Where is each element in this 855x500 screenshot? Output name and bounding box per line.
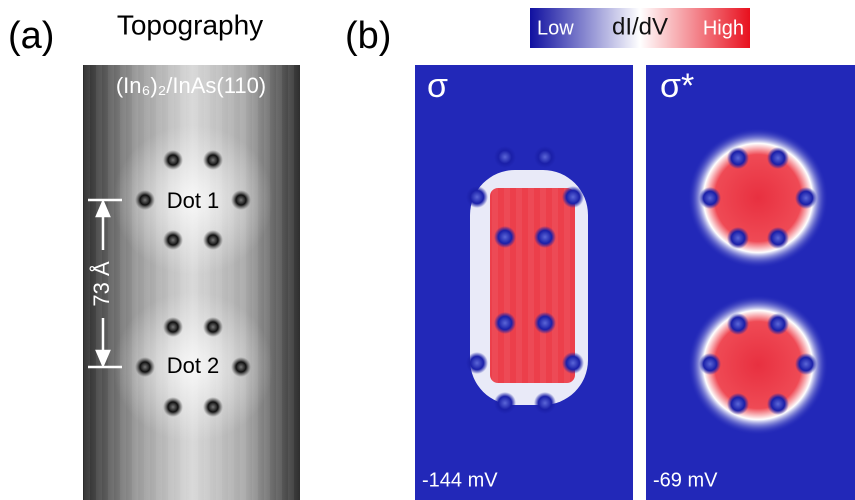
atom xyxy=(203,317,223,337)
colorbar-high: High xyxy=(703,17,744,39)
atom xyxy=(163,317,183,337)
atom xyxy=(767,393,789,415)
atom xyxy=(562,186,584,208)
sample-label: (In₆)₂/InAs(110) xyxy=(116,73,266,98)
atom xyxy=(699,353,721,375)
atom xyxy=(231,357,251,377)
atom xyxy=(135,190,155,210)
atom xyxy=(534,146,556,168)
atom xyxy=(534,226,556,248)
atom xyxy=(767,313,789,335)
figure: (a) Topography (In₆)₂/InAs(110) Dot 1 Do… xyxy=(0,0,855,500)
atom xyxy=(727,393,749,415)
bias-label: -144 mV xyxy=(422,469,498,491)
atom xyxy=(534,392,556,414)
atom xyxy=(562,352,584,374)
atom xyxy=(767,147,789,169)
panel-label: (b) xyxy=(345,15,391,57)
atom xyxy=(767,227,789,249)
panel-title: Topography xyxy=(117,9,263,40)
atom xyxy=(163,230,183,250)
panel-label: (a) xyxy=(8,15,54,57)
atom xyxy=(727,313,749,335)
atom xyxy=(203,230,223,250)
stripes xyxy=(490,188,575,383)
bias-label: -69 mV xyxy=(653,469,718,491)
dot-label: Dot 2 xyxy=(167,353,220,378)
atom xyxy=(494,312,516,334)
dot-label: Dot 1 xyxy=(167,188,220,213)
atom xyxy=(466,186,488,208)
atom xyxy=(494,226,516,248)
atom xyxy=(494,146,516,168)
distance-label: 73 Å xyxy=(89,261,114,307)
atom xyxy=(163,150,183,170)
atom xyxy=(534,312,556,334)
colorbar-quantity: dI/dV xyxy=(612,13,668,40)
colorbar-low: Low xyxy=(537,17,574,39)
state-label: σ* xyxy=(660,67,694,105)
atom xyxy=(163,397,183,417)
atom xyxy=(231,190,251,210)
atom xyxy=(727,147,749,169)
atom xyxy=(203,397,223,417)
atom xyxy=(203,150,223,170)
state-label: σ xyxy=(427,67,448,105)
atom xyxy=(795,353,817,375)
atom xyxy=(795,187,817,209)
atom xyxy=(466,352,488,374)
atom xyxy=(494,392,516,414)
atom xyxy=(135,357,155,377)
atom xyxy=(699,187,721,209)
atom xyxy=(727,227,749,249)
